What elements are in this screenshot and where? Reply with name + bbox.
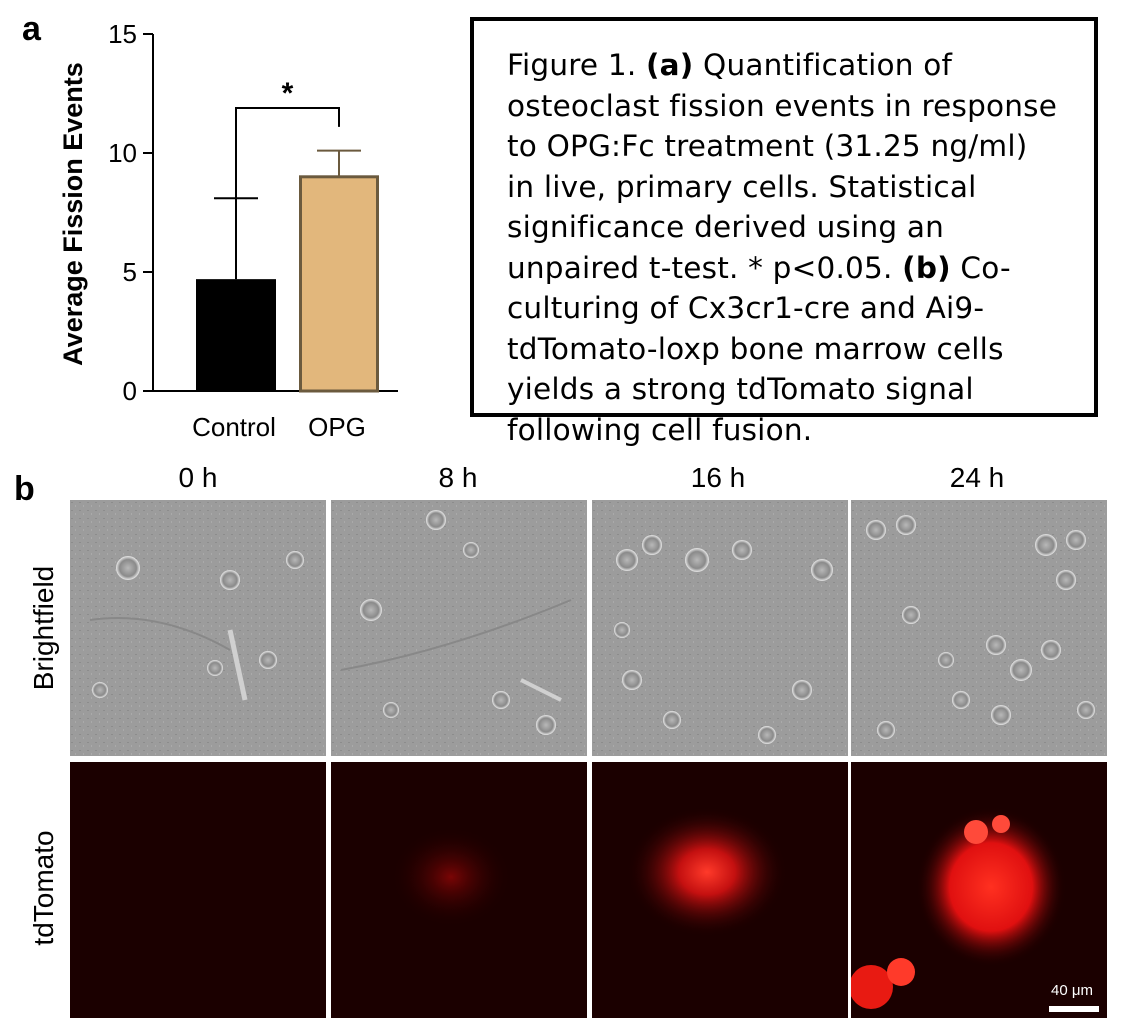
- brightfield-image-0h: [70, 500, 326, 756]
- bar-control: [196, 279, 276, 391]
- caption-b-text: Co-culturing of Cx3cr1-cre and Ai9-tdTom…: [507, 250, 1011, 447]
- x-tick-label: OPG: [308, 412, 366, 442]
- y-tick-label: 10: [108, 138, 137, 168]
- caption-prefix: Figure 1.: [507, 48, 646, 82]
- significance-bracket: [235, 107, 340, 258]
- bar-opg: [299, 175, 379, 393]
- scale-bar-label: 40 μm: [1051, 982, 1093, 999]
- brightfield-image-24h: [851, 500, 1107, 756]
- y-tick-label: 15: [108, 19, 137, 49]
- row-label-tdtomato: tdTomato: [28, 830, 59, 946]
- time-label-8h: 8 h: [438, 462, 478, 493]
- tdtomato-image-0h: [70, 762, 326, 1018]
- tdtomato-image-16h: [592, 762, 848, 1018]
- x-tick-label: Control: [192, 412, 276, 442]
- panel-b-label: b: [14, 470, 35, 508]
- tdtomato-image-24h: 40 μm: [851, 762, 1107, 1018]
- caption-a-text: Quantification of osteoclast fission eve…: [507, 48, 1058, 285]
- y-tick-label: 0: [123, 376, 137, 406]
- brightfield-image-8h: [331, 500, 587, 756]
- caption-a-tag: (a): [645, 48, 694, 82]
- figure-caption: Figure 1. (a) Quantification of osteocla…: [470, 17, 1098, 447]
- panel-a-label: a: [22, 10, 41, 48]
- brightfield-image-16h: [592, 500, 848, 756]
- scale-bar: [1049, 1006, 1099, 1012]
- y-axis-label: Average Fission Events: [58, 62, 88, 366]
- caption-b-tag: (b): [902, 250, 951, 285]
- row-label-brightfield: Brightfield: [28, 565, 59, 691]
- bar-chart: 0 5 10 15 Average Fission Events Control OPG *: [58, 19, 398, 442]
- y-tick-label: 5: [123, 257, 137, 287]
- significance-star: *: [282, 77, 294, 110]
- time-label-24h: 24 h: [949, 462, 1005, 493]
- tdtomato-image-8h: [331, 762, 587, 1018]
- time-label-16h: 16 h: [690, 462, 746, 493]
- time-label-0h: 0 h: [178, 462, 218, 493]
